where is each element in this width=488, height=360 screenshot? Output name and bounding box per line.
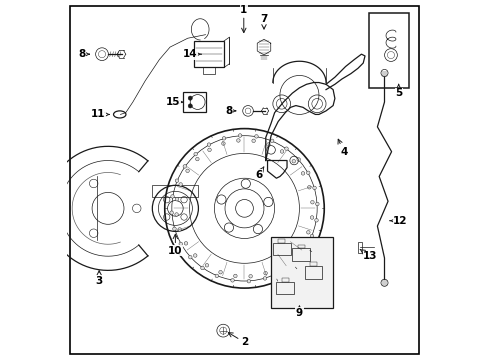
- Circle shape: [233, 274, 237, 278]
- Circle shape: [263, 271, 267, 275]
- Bar: [357, 242, 362, 253]
- Circle shape: [315, 202, 319, 206]
- Text: 7: 7: [260, 14, 267, 29]
- Circle shape: [246, 279, 250, 283]
- Bar: [304, 266, 322, 279]
- Text: 8: 8: [224, 106, 235, 116]
- Bar: [270, 237, 332, 307]
- Bar: [203, 67, 215, 74]
- Bar: [368, 13, 408, 88]
- Circle shape: [301, 172, 304, 175]
- Circle shape: [179, 242, 182, 246]
- Circle shape: [222, 136, 225, 140]
- Circle shape: [310, 216, 313, 219]
- Circle shape: [263, 276, 266, 280]
- Bar: [194, 41, 224, 67]
- Circle shape: [306, 230, 309, 234]
- Circle shape: [314, 219, 318, 222]
- Circle shape: [310, 201, 314, 204]
- Circle shape: [289, 256, 293, 260]
- Circle shape: [188, 96, 192, 100]
- Text: 2: 2: [228, 333, 247, 347]
- Circle shape: [296, 158, 300, 161]
- Circle shape: [291, 261, 294, 264]
- Circle shape: [207, 148, 211, 152]
- Text: 3: 3: [95, 271, 102, 286]
- Text: 5: 5: [394, 85, 402, 98]
- Text: 8: 8: [79, 49, 89, 59]
- Circle shape: [205, 264, 208, 267]
- Circle shape: [215, 274, 218, 278]
- Bar: [278, 239, 285, 243]
- Circle shape: [309, 234, 313, 238]
- Text: 12: 12: [389, 216, 407, 226]
- Circle shape: [302, 248, 305, 252]
- Circle shape: [183, 165, 186, 168]
- Circle shape: [179, 183, 182, 186]
- Text: 9: 9: [295, 306, 303, 318]
- Bar: [297, 244, 304, 248]
- Circle shape: [184, 242, 187, 245]
- Text: 4: 4: [337, 139, 346, 157]
- Circle shape: [236, 139, 240, 142]
- Bar: [152, 185, 198, 197]
- Text: 10: 10: [168, 234, 182, 256]
- Circle shape: [291, 159, 295, 163]
- Circle shape: [312, 186, 316, 190]
- Circle shape: [174, 213, 178, 216]
- Circle shape: [185, 169, 189, 172]
- Circle shape: [218, 270, 222, 274]
- Circle shape: [280, 150, 283, 153]
- Circle shape: [284, 147, 288, 150]
- Circle shape: [248, 274, 252, 278]
- Circle shape: [270, 139, 273, 143]
- Bar: [272, 243, 290, 256]
- Circle shape: [254, 135, 258, 138]
- Circle shape: [175, 197, 178, 201]
- Circle shape: [278, 270, 281, 274]
- Circle shape: [170, 195, 174, 198]
- Bar: [183, 92, 206, 112]
- Circle shape: [266, 143, 270, 146]
- Circle shape: [307, 185, 310, 189]
- Text: 14: 14: [183, 49, 201, 59]
- Circle shape: [299, 244, 303, 248]
- Text: 11: 11: [91, 109, 109, 120]
- Circle shape: [207, 143, 210, 147]
- Circle shape: [238, 134, 242, 137]
- Circle shape: [306, 171, 309, 175]
- Bar: [292, 248, 309, 261]
- Circle shape: [251, 139, 255, 143]
- Circle shape: [194, 152, 197, 156]
- Circle shape: [178, 228, 181, 231]
- Circle shape: [193, 254, 197, 257]
- Bar: [309, 262, 317, 266]
- Circle shape: [172, 227, 176, 231]
- Bar: [281, 278, 288, 282]
- Circle shape: [188, 255, 192, 259]
- Circle shape: [175, 179, 179, 183]
- Circle shape: [200, 266, 204, 270]
- Text: 13: 13: [360, 249, 377, 261]
- Circle shape: [188, 104, 192, 108]
- Text: 6: 6: [255, 167, 264, 180]
- Circle shape: [195, 157, 199, 161]
- Circle shape: [230, 279, 234, 282]
- Circle shape: [277, 265, 281, 269]
- Bar: [276, 282, 293, 294]
- Text: 15: 15: [165, 97, 183, 107]
- Circle shape: [221, 142, 225, 145]
- Text: 1: 1: [240, 5, 247, 33]
- Circle shape: [169, 211, 173, 215]
